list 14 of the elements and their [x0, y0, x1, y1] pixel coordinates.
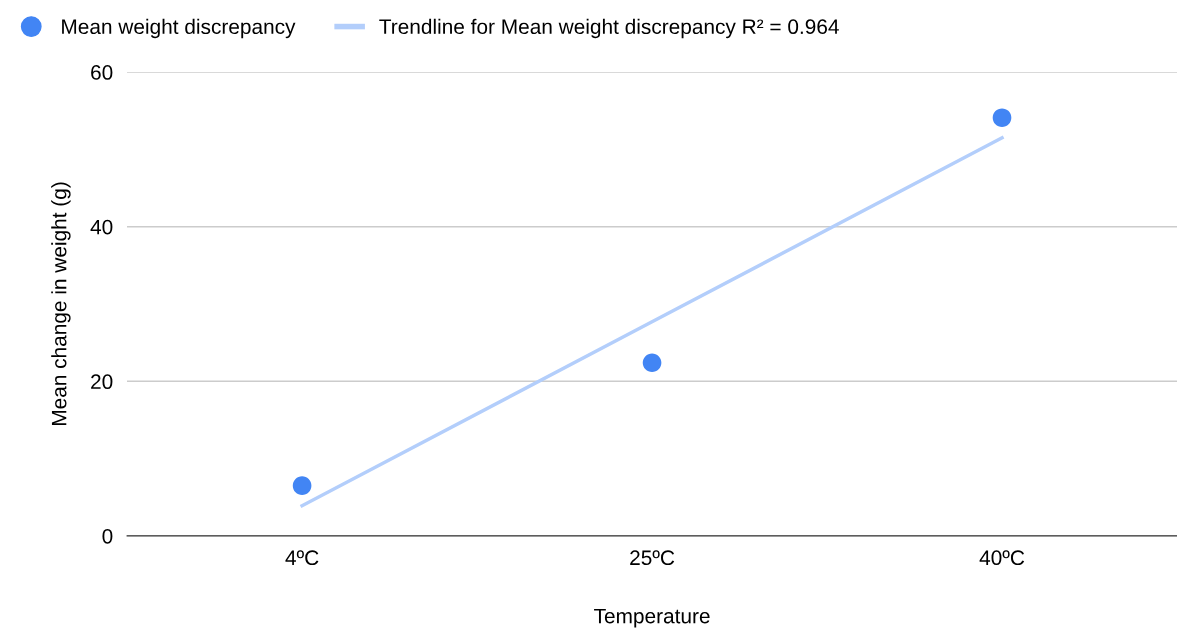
point	[292, 476, 312, 495]
point	[642, 353, 662, 373]
x-tick-label: 4ºC	[285, 550, 319, 566]
x-tick-label: 40ºC	[979, 550, 1025, 566]
legend-label: Trendline for Mean weight discrepancy R² = 0.964	[379, 18, 839, 39]
legend-label: Mean weight discrepancy	[62, 18, 296, 39]
y-tick-label: 0	[102, 528, 113, 544]
point	[992, 108, 1012, 128]
x-tick-label: 25ºC	[630, 550, 675, 566]
y-tick-label: 20	[91, 374, 113, 390]
y-tick-label: 40	[90, 219, 113, 235]
y-tick-label: 60	[91, 65, 113, 80]
y-axis-title: Mean change in weight (g)	[51, 182, 71, 426]
x-axis-title: Temperature	[594, 608, 710, 628]
